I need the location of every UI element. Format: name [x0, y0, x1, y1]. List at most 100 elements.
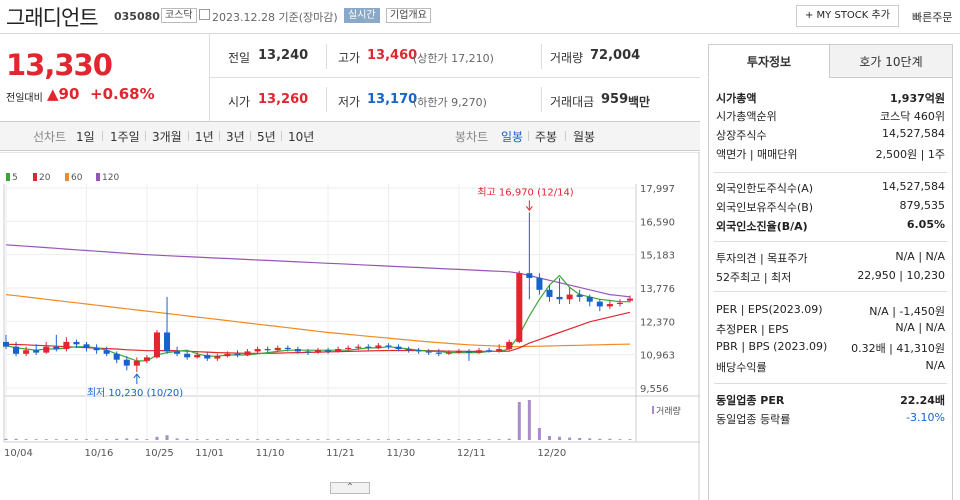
low-label: 저가 — [338, 95, 361, 109]
info-row: 동일업종 등락률 -3.10% — [716, 411, 945, 429]
volume-bar — [397, 439, 401, 440]
my-stock-add-button[interactable]: + MY STOCK 추가 — [796, 5, 899, 27]
separator — [250, 131, 251, 141]
period-1w[interactable]: 1주일 — [110, 130, 140, 144]
candle-body — [385, 345, 392, 347]
candle-body — [133, 360, 140, 366]
volume-bar — [578, 438, 582, 440]
y-tick-label: 12,370 — [640, 317, 675, 328]
divider — [541, 44, 542, 69]
candle-body — [304, 351, 311, 353]
stock-name: 그래디언트 — [6, 6, 99, 30]
info-row: 시가총액 1,937억원 — [716, 90, 945, 108]
moving-average-ma120 — [5, 244, 631, 298]
volume-legend-swatch — [652, 406, 654, 414]
info-label: PBR | BPS (2023.09) — [716, 340, 828, 353]
candle-weekly[interactable]: 주봉 — [535, 130, 558, 144]
candle-body — [486, 350, 493, 352]
info-row: PBR | BPS (2023.09) 0.32배 | 41,310원 — [716, 340, 945, 358]
divider — [541, 87, 542, 112]
change-label: 전일대비 — [6, 93, 43, 104]
candle-body — [2, 341, 10, 347]
legend-label: 5 — [12, 173, 18, 183]
period-1d[interactable]: 1일 — [76, 130, 95, 144]
info-value: 1,937억원 — [889, 92, 945, 105]
x-tick-label: 11/30 — [386, 448, 415, 459]
market-badge: 코스닥 — [161, 8, 197, 23]
candle-body — [335, 349, 342, 352]
info-row: 시가총액순위 코스닥 460위 — [716, 108, 945, 126]
candle-body — [395, 346, 402, 350]
candle-body — [546, 289, 553, 297]
volume-bar — [477, 439, 481, 440]
period-3m[interactable]: 3개월 — [152, 130, 182, 144]
legend-swatch — [65, 173, 69, 181]
candle-body — [143, 357, 150, 361]
price-chart[interactable]: 17,997 16,590 15,183 13,776 12,370 10,963 9,55… — [0, 152, 700, 500]
volume-bar — [336, 439, 340, 440]
info-value: 6.05% — [906, 218, 945, 231]
volume-bar — [44, 439, 48, 440]
volume-bar — [487, 439, 491, 440]
period-10y[interactable]: 10년 — [288, 130, 315, 144]
period-5y[interactable]: 5년 — [257, 130, 276, 144]
volume-bar — [296, 439, 300, 440]
volume-bar — [366, 439, 370, 440]
candle-body — [204, 354, 211, 359]
calendar-icon — [199, 9, 210, 20]
period-3y[interactable]: 3년 — [226, 130, 245, 144]
info-row: 투자의견 | 목표주가 N/A | N/A — [716, 250, 945, 268]
chart-resize-handle[interactable]: ⌃ — [330, 482, 370, 494]
volume-value: 72,004 — [590, 48, 641, 63]
info-value: N/A | -1,450원 — [869, 305, 945, 318]
company-info-button[interactable]: 기업개요 — [386, 8, 431, 23]
moving-average-ma20 — [5, 311, 631, 354]
separator — [281, 131, 282, 141]
prev-label: 전일 — [228, 51, 251, 65]
y-tick-label: 15,183 — [640, 251, 675, 262]
lower-limit: (하한가 9,270) — [413, 96, 487, 109]
info-label: 동일업종 PER — [716, 394, 785, 407]
volume-bar — [54, 439, 58, 440]
candle-body — [164, 332, 171, 352]
separator — [188, 131, 189, 141]
period-1y[interactable]: 1년 — [195, 130, 214, 144]
candle-body — [566, 294, 573, 300]
legend-ma120: 120 — [96, 173, 119, 183]
candle-body — [224, 353, 231, 357]
candle-daily[interactable]: 일봉 — [501, 130, 524, 144]
realtime-button[interactable]: 실시간 — [344, 8, 380, 23]
candle-monthly[interactable]: 월봉 — [573, 130, 596, 144]
candle-chart-label: 봉차트 — [455, 130, 489, 144]
info-value: N/A | N/A — [895, 321, 945, 334]
info-value: N/A | N/A — [895, 250, 945, 263]
volume-bar — [427, 439, 431, 440]
x-tick-label: 10/04 — [4, 448, 33, 459]
info-row: 상장주식수 14,527,584 — [716, 127, 945, 145]
tab-investment-info[interactable]: 투자정보 — [708, 44, 830, 78]
quick-order-link[interactable]: 빠른주문 — [912, 11, 953, 24]
info-value: 22.24배 — [900, 394, 945, 407]
x-tick-label: 11/01 — [195, 448, 224, 459]
info-row: 배당수익률 N/A — [716, 359, 945, 377]
tab-orderbook[interactable]: 호가 10단계 — [829, 44, 953, 78]
candle-body — [435, 352, 442, 354]
volume-bar — [467, 439, 471, 440]
volume-bar — [155, 436, 159, 440]
volume-bar — [356, 439, 360, 440]
candle-body — [606, 304, 613, 307]
min-arrow-head — [133, 373, 141, 379]
info-label: 투자의견 | 목표주가 — [716, 252, 808, 265]
candle-body — [476, 350, 483, 353]
separator — [219, 131, 220, 141]
amount-unit: 백만 — [628, 95, 651, 109]
candle-body — [33, 350, 40, 353]
candle-body — [13, 346, 20, 354]
volume-bar — [74, 439, 78, 440]
candle-body — [284, 347, 291, 350]
volume-bar — [417, 439, 421, 440]
candle-body — [576, 294, 583, 297]
info-value: 879,535 — [899, 199, 946, 212]
volume-bar — [527, 400, 531, 440]
volume-bar — [608, 438, 612, 440]
